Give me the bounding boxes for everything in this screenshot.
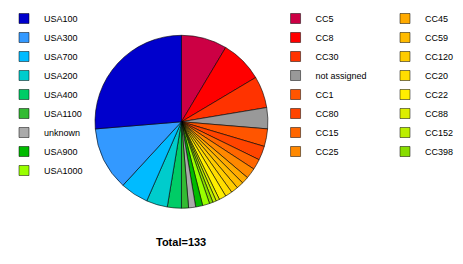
svg-text:USA700: USA700 [44,52,78,62]
svg-text:CC25: CC25 [316,147,339,157]
svg-text:CC30: CC30 [316,52,339,62]
svg-text:USA200: USA200 [44,71,78,81]
svg-text:CC22: CC22 [425,90,448,100]
svg-text:CC120: CC120 [425,52,453,62]
svg-text:CC1: CC1 [316,90,334,100]
svg-text:CC88: CC88 [425,109,448,119]
svg-text:CC398: CC398 [425,147,453,157]
svg-text:USA300: USA300 [44,33,78,43]
svg-text:USA900: USA900 [44,147,78,157]
svg-text:USA1100: USA1100 [44,109,82,119]
svg-text:USA100: USA100 [44,14,78,24]
svg-text:CC59: CC59 [425,33,448,43]
svg-text:CC8: CC8 [316,33,334,43]
svg-text:not assigned: not assigned [316,71,367,81]
svg-text:CC80: CC80 [316,109,339,119]
svg-text:CC15: CC15 [316,128,339,138]
svg-text:CC5: CC5 [316,14,334,24]
svg-text:CC20: CC20 [425,71,448,81]
svg-text:unknown: unknown [44,128,80,138]
svg-text:Total=133: Total=133 [156,236,206,248]
svg-text:USA400: USA400 [44,90,78,100]
svg-text:CC45: CC45 [425,14,448,24]
svg-text:CC152: CC152 [425,128,453,138]
svg-text:USA1000: USA1000 [44,166,83,176]
